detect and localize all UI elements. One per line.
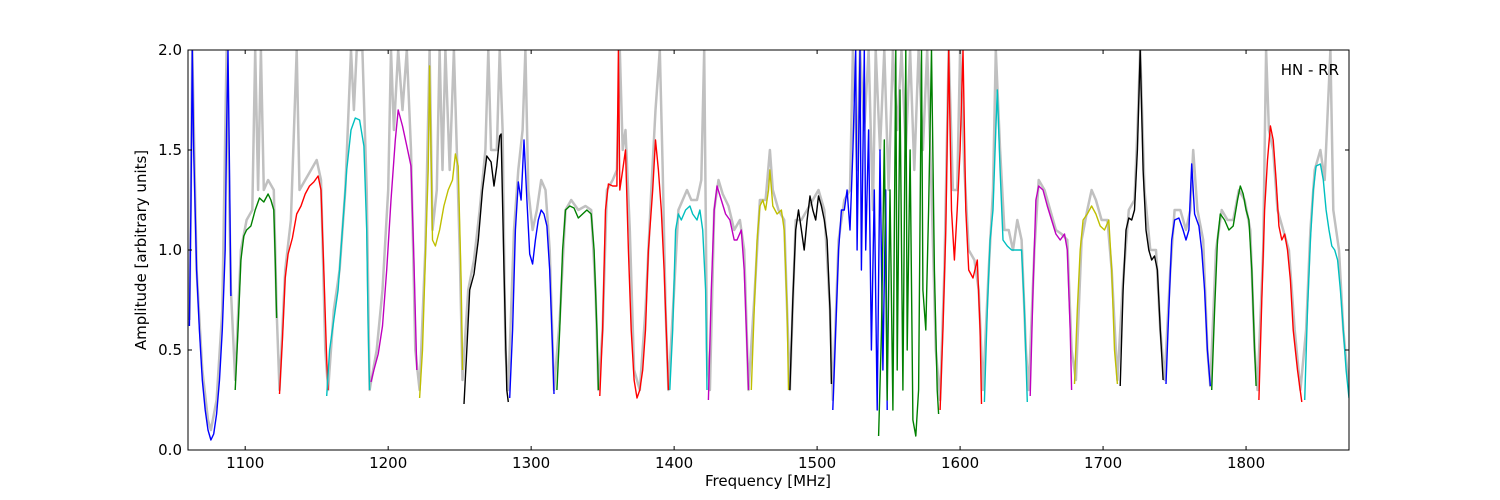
x-axis-label: Frequency [MHz] — [705, 472, 831, 490]
series-line-24 — [1258, 125, 1303, 403]
series-line-15 — [832, 50, 888, 411]
x-tick-label: 1100 — [226, 454, 264, 472]
y-axis-ticks: 0.0 0.5 1.0 1.5 2.0 — [158, 41, 1349, 459]
x-tick-label: 1600 — [941, 454, 979, 472]
x-tick-label: 1700 — [1084, 454, 1122, 472]
y-tick-label: 1.5 — [158, 141, 182, 159]
series-line-7 — [463, 133, 509, 405]
series-line-6 — [418, 65, 464, 399]
y-tick-label: 1.0 — [158, 241, 182, 259]
series-line-11 — [669, 205, 708, 391]
series-line-18 — [983, 89, 1028, 403]
y-tick-label: 0.5 — [158, 341, 182, 359]
y-tick-label: 2.0 — [158, 41, 182, 59]
series-line-25 — [1304, 163, 1349, 401]
series-line-22 — [1165, 163, 1211, 387]
series-line-19 — [1029, 185, 1073, 397]
series-line-17 — [939, 50, 983, 411]
series-line-20 — [1073, 205, 1119, 385]
x-tick-label: 1300 — [512, 454, 550, 472]
series-line-4 — [326, 117, 371, 397]
series-line-2 — [234, 193, 278, 391]
series-line-3 — [278, 175, 329, 395]
series-line-8 — [509, 139, 555, 399]
plot-area — [188, 50, 1349, 441]
x-tick-label: 1400 — [655, 454, 693, 472]
x-tick-label: 1500 — [798, 454, 836, 472]
series-line-1 — [188, 50, 232, 441]
series-layer — [188, 50, 1349, 441]
series-line-23 — [1211, 185, 1257, 391]
series-line-13 — [750, 169, 790, 391]
series-line-14 — [789, 195, 833, 391]
x-axis-ticks: 1100 1200 1300 1400 1500 1600 1700 1800 — [226, 50, 1265, 472]
series-line-9 — [556, 205, 600, 391]
x-tick-label: 1800 — [1227, 454, 1265, 472]
x-tick-label: 1200 — [369, 454, 407, 472]
series-line-16 — [877, 50, 940, 437]
y-axis-label: Amplitude [arbitrary units] — [132, 150, 150, 350]
series-line-21 — [1119, 50, 1164, 387]
series-line-5 — [370, 109, 418, 383]
series-line-10 — [599, 50, 670, 399]
y-tick-label: 0.0 — [158, 441, 182, 459]
legend-annotation: HN - RR — [1281, 61, 1339, 79]
series-line-12 — [707, 185, 750, 401]
